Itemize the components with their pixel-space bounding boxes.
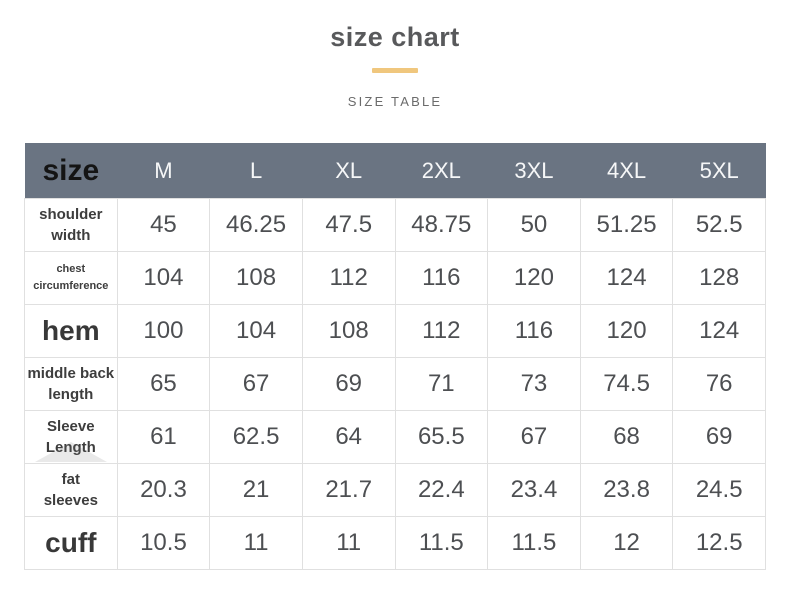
table-row: fat sleeves 20.3 21 21.7 22.4 23.4 23.8 24.5 [24, 463, 766, 518]
size-value-cell: 76 [672, 357, 766, 412]
column-header-l: L [249, 157, 263, 183]
size-value-cell: 50 [487, 198, 581, 253]
column-header-m: M [154, 157, 173, 183]
size-value-cell: 45 [116, 198, 211, 253]
row-label: hem [24, 304, 118, 359]
size-value-cell: 12 [579, 516, 674, 571]
size-value-cell: 21.7 [301, 463, 396, 518]
size-value-cell: 52.5 [672, 198, 766, 253]
row-label: chest circumference [24, 251, 118, 306]
size-value-cell: 116 [394, 251, 489, 306]
size-value-cell: 108 [209, 251, 303, 306]
title-underline-accent [372, 68, 418, 74]
size-value-cell: 12.5 [672, 516, 766, 571]
size-value-cell: 108 [301, 304, 396, 359]
row-label: fat sleeves [24, 463, 118, 518]
size-value-cell: 11 [301, 516, 396, 571]
size-value-cell: 116 [487, 304, 581, 359]
size-value-cell: 120 [487, 251, 581, 306]
row-label: shoulder width [24, 198, 118, 253]
page-title: size chart [330, 22, 460, 52]
row-label: middle back length [24, 357, 118, 412]
size-value-cell: 69 [301, 357, 396, 412]
size-value-cell: 48.75 [394, 198, 489, 253]
header-row: size M L XL 2XL 3XL 4XL 5XL [24, 143, 766, 199]
table-row: chest circumference 104 108 112 116 120 124 128 [24, 251, 766, 306]
table-row: middle back length 65 67 69 71 73 74.5 76 [24, 357, 766, 412]
size-value-cell: 73 [487, 357, 581, 412]
size-value-cell: 23.4 [487, 463, 581, 518]
size-value-cell: 10.5 [116, 516, 211, 571]
column-header-5xl: 5XL [699, 157, 739, 183]
row-label: cuff [24, 516, 118, 571]
size-value-cell: 23.8 [579, 463, 674, 518]
size-value-cell: 104 [116, 251, 211, 306]
size-value-cell: 21 [209, 463, 303, 518]
table-row: cuff 10.5 11 11 11.5 11.5 12 12.5 [24, 516, 766, 571]
size-table-body: shoulder width 45 46.25 47.5 48.75 50 51.25 52.… [24, 198, 766, 571]
size-value-cell: 65 [116, 357, 211, 412]
size-value-cell: 61 [116, 410, 211, 465]
size-value-cell: 112 [394, 304, 489, 359]
size-value-cell: 100 [116, 304, 211, 359]
size-value-cell: 68 [579, 410, 674, 465]
size-value-cell: 124 [579, 251, 674, 306]
size-value-cell: 20.3 [116, 463, 211, 518]
size-value-cell: 65.5 [394, 410, 489, 465]
size-value-cell: 64 [301, 410, 396, 465]
size-value-cell: 11 [209, 516, 303, 571]
size-chart-page: size chart SIZE TABLE size M L XL 2XL 3XL 4XL… [24, 22, 766, 571]
size-value-cell: 62.5 [209, 410, 303, 465]
size-value-cell: 104 [209, 304, 303, 359]
size-value-cell: 11.5 [487, 516, 581, 571]
page-subtitle: SIZE TABLE [347, 94, 443, 110]
size-table: size M L XL 2XL 3XL 4XL 5XL shoulder width 45 46… [24, 143, 766, 571]
column-header-2xl: 2XL [421, 157, 461, 183]
size-value-cell: 11.5 [394, 516, 489, 571]
size-value-cell: 51.25 [579, 198, 674, 253]
size-value-cell: 128 [672, 251, 766, 306]
table-row: shoulder width 45 46.25 47.5 48.75 50 51.25 52.… [24, 198, 766, 253]
table-row: Sleeve Length 61 62.5 64 65.5 67 68 69 [24, 410, 766, 465]
size-value-cell: 67 [209, 357, 303, 412]
size-value-cell: 124 [672, 304, 766, 359]
size-table-header: size M L XL 2XL 3XL 4XL 5XL [24, 143, 766, 199]
column-header-3xl: 3XL [514, 157, 554, 183]
size-value-cell: 112 [301, 251, 396, 306]
column-header-4xl: 4XL [606, 157, 647, 183]
column-header-xl: XL [335, 157, 363, 183]
size-value-cell: 24.5 [672, 463, 766, 518]
table-row: hem 100 104 108 112 116 120 124 [24, 304, 766, 359]
size-value-cell: 120 [579, 304, 674, 359]
row-label: Sleeve Length [24, 410, 118, 465]
size-value-cell: 67 [487, 410, 581, 465]
size-value-cell: 74.5 [579, 357, 674, 412]
size-value-cell: 47.5 [301, 198, 396, 253]
size-value-cell: 46.25 [209, 198, 303, 253]
size-value-cell: 71 [394, 357, 489, 412]
size-value-cell: 22.4 [394, 463, 489, 518]
size-value-cell: 69 [672, 410, 766, 465]
corner-label: size [42, 153, 100, 187]
